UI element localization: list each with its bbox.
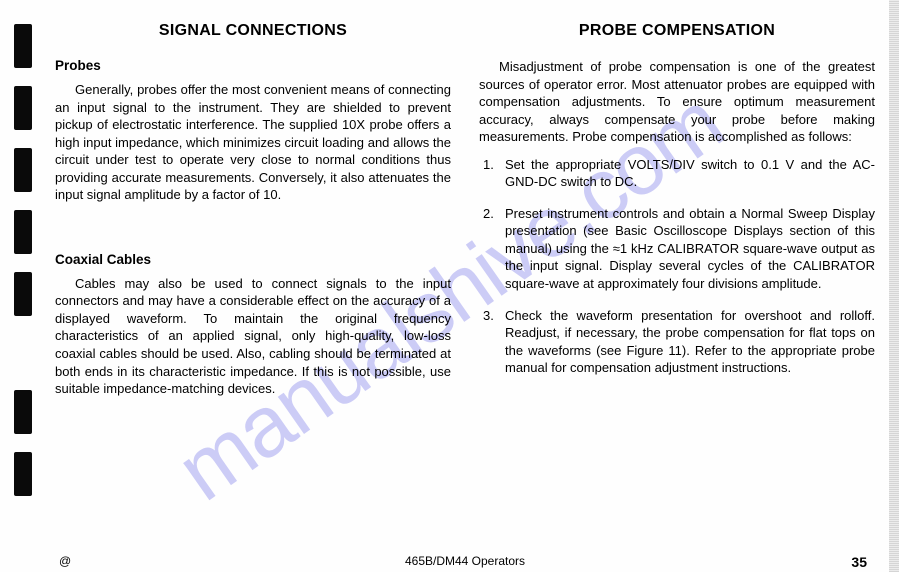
- step-text: Set the appropriate VOLTS/DIV switch to …: [505, 157, 875, 190]
- binding-tab: [14, 148, 32, 192]
- binding-tab: [14, 390, 32, 434]
- page-edge-shading: [889, 0, 899, 572]
- subheading-probes: Probes: [55, 58, 451, 73]
- paragraph-probes: Generally, probes offer the most conveni…: [55, 81, 451, 204]
- binding-tab: [14, 452, 32, 496]
- footer-page-number: 35: [851, 554, 867, 570]
- right-column: PROBE COMPENSATION Misadjustment of prob…: [479, 22, 875, 404]
- heading-probe-compensation: PROBE COMPENSATION: [479, 22, 875, 40]
- step-number: 1.: [483, 156, 494, 174]
- paragraph-compensation-intro: Misadjustment of probe compensation is o…: [479, 58, 875, 146]
- step-1: 1. Set the appropriate VOLTS/DIV switch …: [505, 156, 875, 191]
- step-text: Preset instrument controls and obtain a …: [505, 206, 875, 291]
- content-columns: SIGNAL CONNECTIONS Probes Generally, pro…: [55, 22, 875, 404]
- paragraph-coaxial-cables: Cables may also be used to connect signa…: [55, 275, 451, 398]
- step-2: 2. Preset instrument controls and obtain…: [505, 205, 875, 293]
- binding-tab: [14, 24, 32, 68]
- page: manualshive.com SIGNAL CONNECTIONS Probe…: [0, 0, 899, 572]
- step-3: 3. Check the waveform presentation for o…: [505, 307, 875, 377]
- binding-tab: [14, 86, 32, 130]
- heading-signal-connections: SIGNAL CONNECTIONS: [55, 22, 451, 40]
- binding-tab: [14, 272, 32, 316]
- steps-list: 1. Set the appropriate VOLTS/DIV switch …: [479, 156, 875, 377]
- subheading-coaxial-cables: Coaxial Cables: [55, 252, 451, 267]
- step-text: Check the waveform presentation for over…: [505, 308, 875, 376]
- spacer: [55, 210, 451, 238]
- binding-tab: [14, 210, 32, 254]
- footer-doc-title: 465B/DM44 Operators: [55, 554, 875, 568]
- step-number: 2.: [483, 205, 494, 223]
- left-column: SIGNAL CONNECTIONS Probes Generally, pro…: [55, 22, 451, 404]
- step-number: 3.: [483, 307, 494, 325]
